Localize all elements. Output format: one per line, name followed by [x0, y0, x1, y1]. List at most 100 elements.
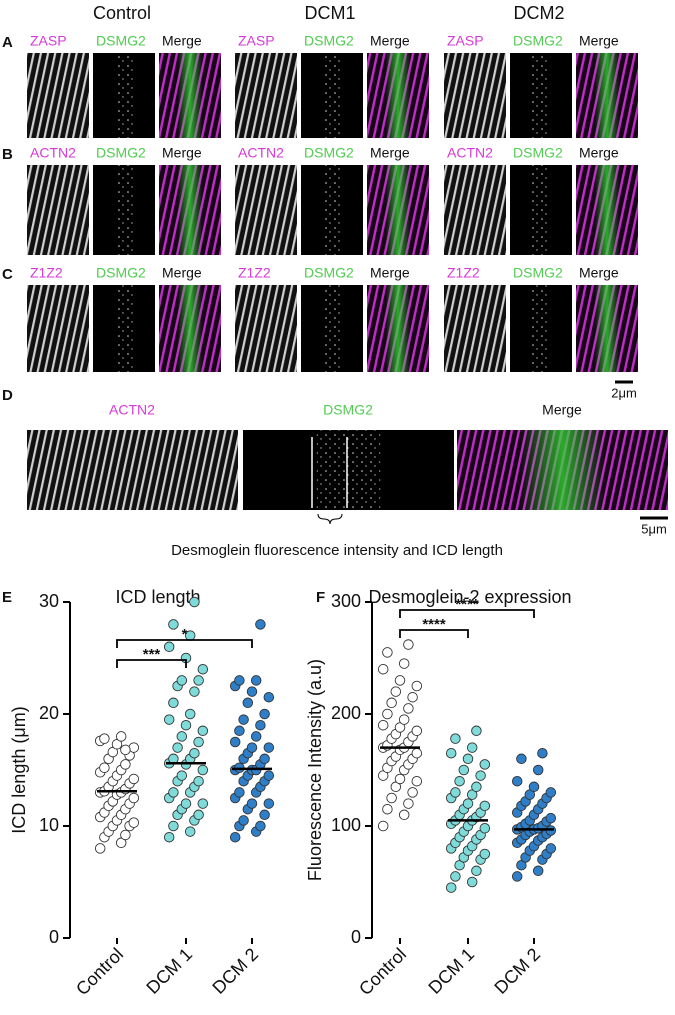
chart-title: Desmoglein-2 expression — [368, 587, 571, 607]
micrograph — [27, 53, 89, 138]
data-point — [229, 736, 241, 748]
channel-label: DSMG2 — [304, 145, 354, 161]
data-point — [176, 675, 188, 686]
micrograph-signal — [316, 430, 381, 510]
data-point — [511, 775, 523, 787]
micrograph-signal — [531, 165, 551, 255]
channel-label: ACTN2 — [109, 402, 155, 418]
data-point — [234, 675, 245, 686]
data-point — [238, 815, 249, 826]
data-point — [466, 876, 478, 888]
data-point — [189, 596, 200, 608]
data-point — [197, 764, 209, 776]
channel-label: DSMG2 — [513, 265, 563, 281]
data-point — [128, 817, 140, 828]
column-heading: Control — [93, 3, 151, 23]
micrograph — [444, 165, 506, 255]
data-point — [193, 675, 204, 686]
panel-letter: B — [2, 146, 13, 163]
micrograph-signal — [576, 53, 638, 138]
channel-label: Merge — [579, 265, 619, 281]
data-point — [263, 770, 275, 781]
data-point — [99, 762, 110, 774]
data-point — [532, 865, 544, 877]
data-point — [259, 753, 270, 765]
channel-label: ACTN2 — [447, 145, 493, 161]
data-point — [450, 787, 461, 798]
data-point — [377, 719, 389, 731]
panel-letter: A — [2, 34, 13, 51]
significance-bracket — [399, 609, 535, 618]
y-tick-label: 20 — [39, 703, 59, 723]
data-point — [99, 733, 110, 744]
micrograph — [444, 53, 506, 138]
channel-label: DSMG2 — [304, 265, 354, 281]
data-point — [386, 792, 397, 804]
y-tick-label: 100 — [331, 815, 361, 835]
data-point — [407, 691, 418, 703]
data-point — [479, 800, 491, 812]
channel-label: Z1Z2 — [447, 265, 480, 281]
x-tick-label: DCM 1 — [424, 944, 478, 998]
data-point — [475, 770, 486, 781]
data-point — [234, 787, 245, 798]
data-point — [246, 742, 258, 753]
micrograph-signal — [576, 285, 638, 372]
panel-letter: E — [2, 589, 12, 606]
column-heading: DCM1 — [304, 3, 355, 23]
data-point — [471, 725, 482, 737]
micrograph-signal — [367, 165, 429, 255]
micrograph-signal — [114, 165, 134, 255]
channel-label: ZASP — [447, 33, 484, 49]
data-point — [163, 714, 175, 725]
y-tick-label: 0 — [49, 927, 59, 947]
y-tick-label: 10 — [39, 815, 59, 835]
data-point — [168, 697, 179, 709]
data-point — [458, 764, 470, 776]
data-point — [390, 686, 402, 697]
channel-label: Merge — [579, 33, 619, 49]
micrograph-signal — [322, 165, 342, 255]
channel-label: ACTN2 — [30, 145, 76, 161]
data-point — [168, 619, 179, 630]
data-point — [411, 680, 423, 692]
data-point — [128, 792, 140, 804]
brace — [317, 513, 343, 525]
data-point — [386, 697, 397, 709]
data-point — [511, 871, 523, 882]
data-point — [189, 686, 200, 697]
data-point — [259, 809, 270, 821]
data-point — [242, 697, 254, 709]
channel-label: Merge — [162, 265, 202, 281]
data-point — [184, 708, 196, 720]
caption: Desmoglein fluorescence intensity and IC… — [171, 542, 503, 559]
data-point — [471, 865, 482, 877]
y-tick-label: 30 — [39, 591, 59, 611]
scale-label: 5μm — [641, 521, 667, 536]
data-point — [197, 663, 209, 675]
data-point — [450, 871, 461, 882]
data-point — [537, 747, 548, 759]
data-point — [398, 714, 410, 725]
panel-letter: F — [316, 589, 325, 606]
data-point — [176, 731, 188, 742]
x-tick-label: DCM 2 — [490, 944, 544, 998]
micrograph — [27, 165, 89, 255]
data-point — [263, 798, 275, 809]
data-point — [377, 663, 389, 675]
y-axis-label: Fluorescence Intensity (a.u) — [305, 659, 325, 881]
data-point — [163, 831, 175, 843]
data-point — [263, 691, 275, 703]
significance-bracket — [399, 629, 469, 638]
data-point — [407, 787, 418, 798]
data-point — [193, 809, 204, 821]
data-point — [454, 775, 465, 787]
channel-label: DSMG2 — [96, 33, 146, 49]
column-heading: DCM2 — [513, 3, 564, 23]
data-point — [184, 826, 196, 837]
data-point — [528, 781, 540, 793]
data-point — [234, 725, 245, 737]
micrograph-signal — [159, 53, 221, 138]
micrograph-signal — [576, 165, 638, 255]
